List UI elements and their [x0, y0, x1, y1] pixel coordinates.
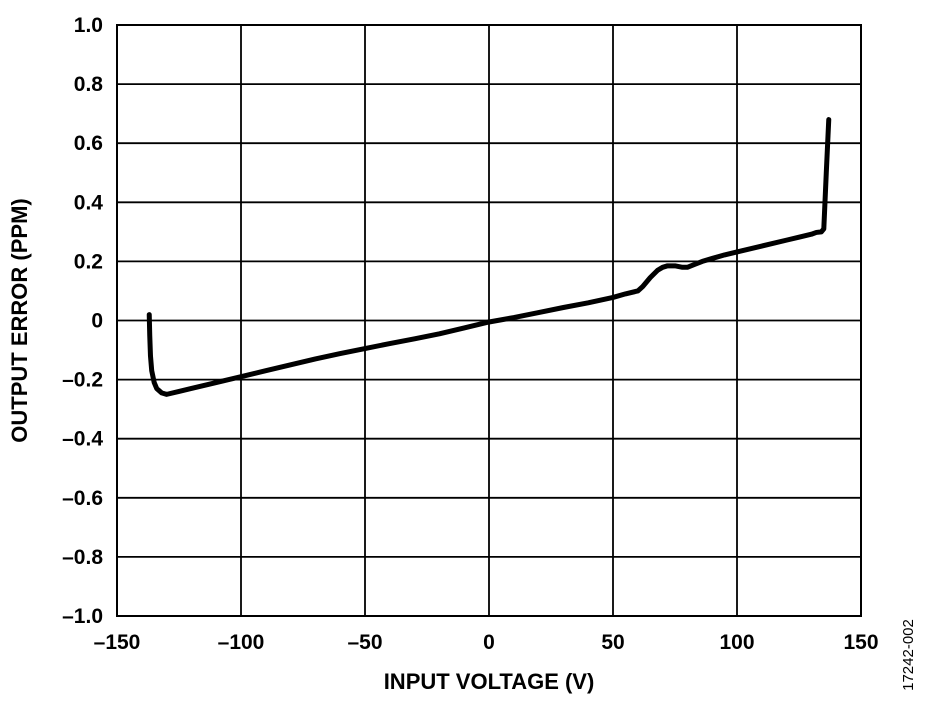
y-tick-label: 0.8	[74, 73, 104, 96]
x-tick-label: –150	[94, 631, 141, 654]
y-tick-label: –0.8	[62, 546, 103, 569]
x-tick-label: 0	[483, 631, 495, 654]
figure-id: 17242-002	[900, 619, 917, 691]
x-tick-labels: –150 –100 –50 0 50 100 150	[94, 631, 879, 654]
x-tick-label: –50	[347, 631, 382, 654]
series-layer	[146, 117, 832, 397]
series-line	[146, 117, 832, 397]
y-axis-title: OUTPUT ERROR (PPM)	[7, 198, 32, 442]
x-tick-label: 50	[601, 631, 624, 654]
x-axis-title: INPUT VOLTAGE (V)	[384, 669, 595, 694]
plot-frame	[116, 24, 862, 617]
y-tick-label: –0.4	[62, 428, 103, 451]
y-tick-label: 1.0	[74, 14, 103, 37]
y-tick-label: –1.0	[62, 605, 103, 628]
y-tick-label: 0.2	[74, 250, 103, 273]
y-tick-label: 0	[91, 310, 103, 333]
y-tick-labels: 1.0 0.8 0.6 0.4 0.2 0 –0.2 –0.4 –0.6 –0.8 –1.0	[62, 14, 103, 628]
y-tick-label: 0.4	[74, 191, 104, 214]
y-tick-label: 0.6	[74, 132, 103, 155]
x-tick-label: 150	[843, 631, 878, 654]
y-tick-label: –0.6	[62, 487, 103, 510]
y-tick-label: –0.2	[62, 369, 103, 392]
x-tick-label: 100	[719, 631, 754, 654]
x-tick-label: –100	[218, 631, 265, 654]
